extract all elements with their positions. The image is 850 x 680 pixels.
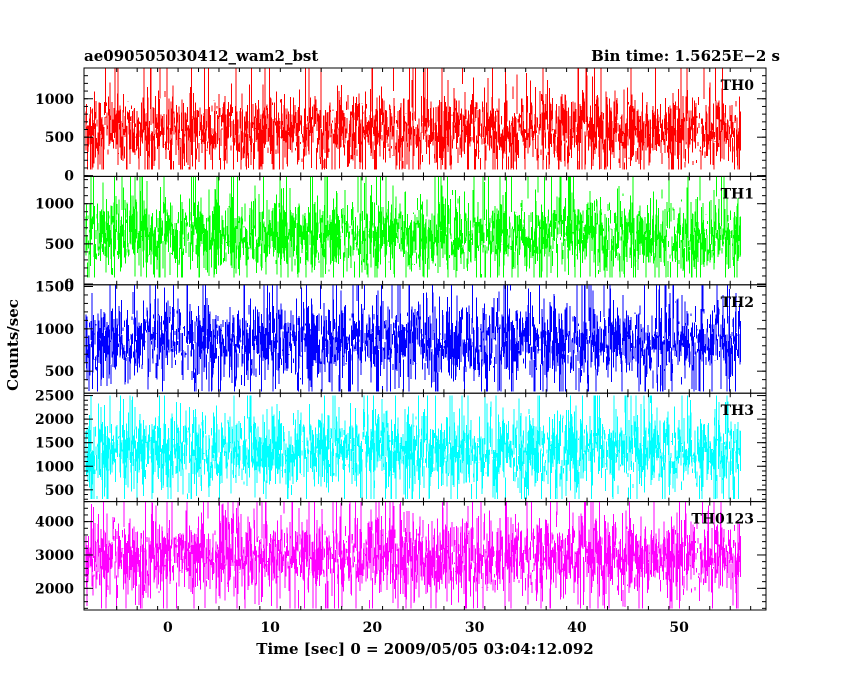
y-tick-label: 1000 <box>35 459 74 475</box>
x-tick-label: 20 <box>363 620 383 636</box>
x-tick-label: 50 <box>669 620 689 636</box>
y-tick-label: 500 <box>45 130 74 146</box>
y-tick-label: 500 <box>45 364 74 380</box>
x-tick-label: 40 <box>567 620 587 636</box>
panel-th0123: 2000 3000 4000 TH0123 <box>35 501 767 611</box>
panel-label-th0123: TH0123 <box>691 512 754 528</box>
y-axis-label: Counts/sec <box>4 299 22 391</box>
x-tick-label: 30 <box>465 620 485 636</box>
y-tick-label: 1500 <box>35 279 74 295</box>
x-axis-label: Time [sec] 0 = 2009/05/05 03:04:12.092 <box>256 640 593 658</box>
series-th1 <box>85 176 741 278</box>
bin-time-label: Bin time: 1.5625E−2 s <box>591 47 780 65</box>
panel-label-th1: TH1 <box>721 186 754 202</box>
panel-th0: 0 500 1000 TH0 <box>35 67 767 185</box>
panel-th2: 500 1000 1500 TH2 <box>35 279 767 394</box>
panels-group: 0 500 1000 TH0 0 500 1000 TH1 500 1000 1500 TH2 500 1… <box>35 67 767 611</box>
series-th2 <box>85 284 741 392</box>
panel-th3: 500 1000 1500 2000 2500 TH3 <box>35 389 767 503</box>
panel-th1: 0 500 1000 TH1 <box>35 175 767 293</box>
y-tick-label: 500 <box>45 237 74 253</box>
series-th3 <box>85 395 741 500</box>
panel-label-th3: TH3 <box>721 403 754 419</box>
y-tick-label: 1500 <box>35 436 74 452</box>
y-tick-label: 0 <box>64 169 74 185</box>
chart-title: ae090505030412_wam2_bst <box>84 47 318 65</box>
y-tick-label: 3000 <box>35 548 74 564</box>
y-tick-label: 4000 <box>35 515 74 531</box>
y-tick-label: 2500 <box>35 389 74 405</box>
panel-frame <box>83 501 767 611</box>
series-th0 <box>85 68 741 170</box>
y-tick-label: 0 <box>64 277 74 293</box>
y-tick-label: 2000 <box>35 581 74 597</box>
y-tick-label: 2000 <box>35 412 74 428</box>
panel-label-th2: TH2 <box>721 295 754 311</box>
x-tick-label: 0 <box>163 620 173 636</box>
y-tick-label: 500 <box>45 483 74 499</box>
x-tick-label: 10 <box>260 620 280 636</box>
series-th0123 <box>85 501 741 609</box>
y-tick-label: 1000 <box>35 92 74 108</box>
panel-label-th0: TH0 <box>721 78 755 94</box>
x-axis: 0 10 20 30 40 50 <box>163 620 689 636</box>
y-tick-label: 1000 <box>35 197 74 213</box>
y-tick-label: 1000 <box>35 322 74 338</box>
